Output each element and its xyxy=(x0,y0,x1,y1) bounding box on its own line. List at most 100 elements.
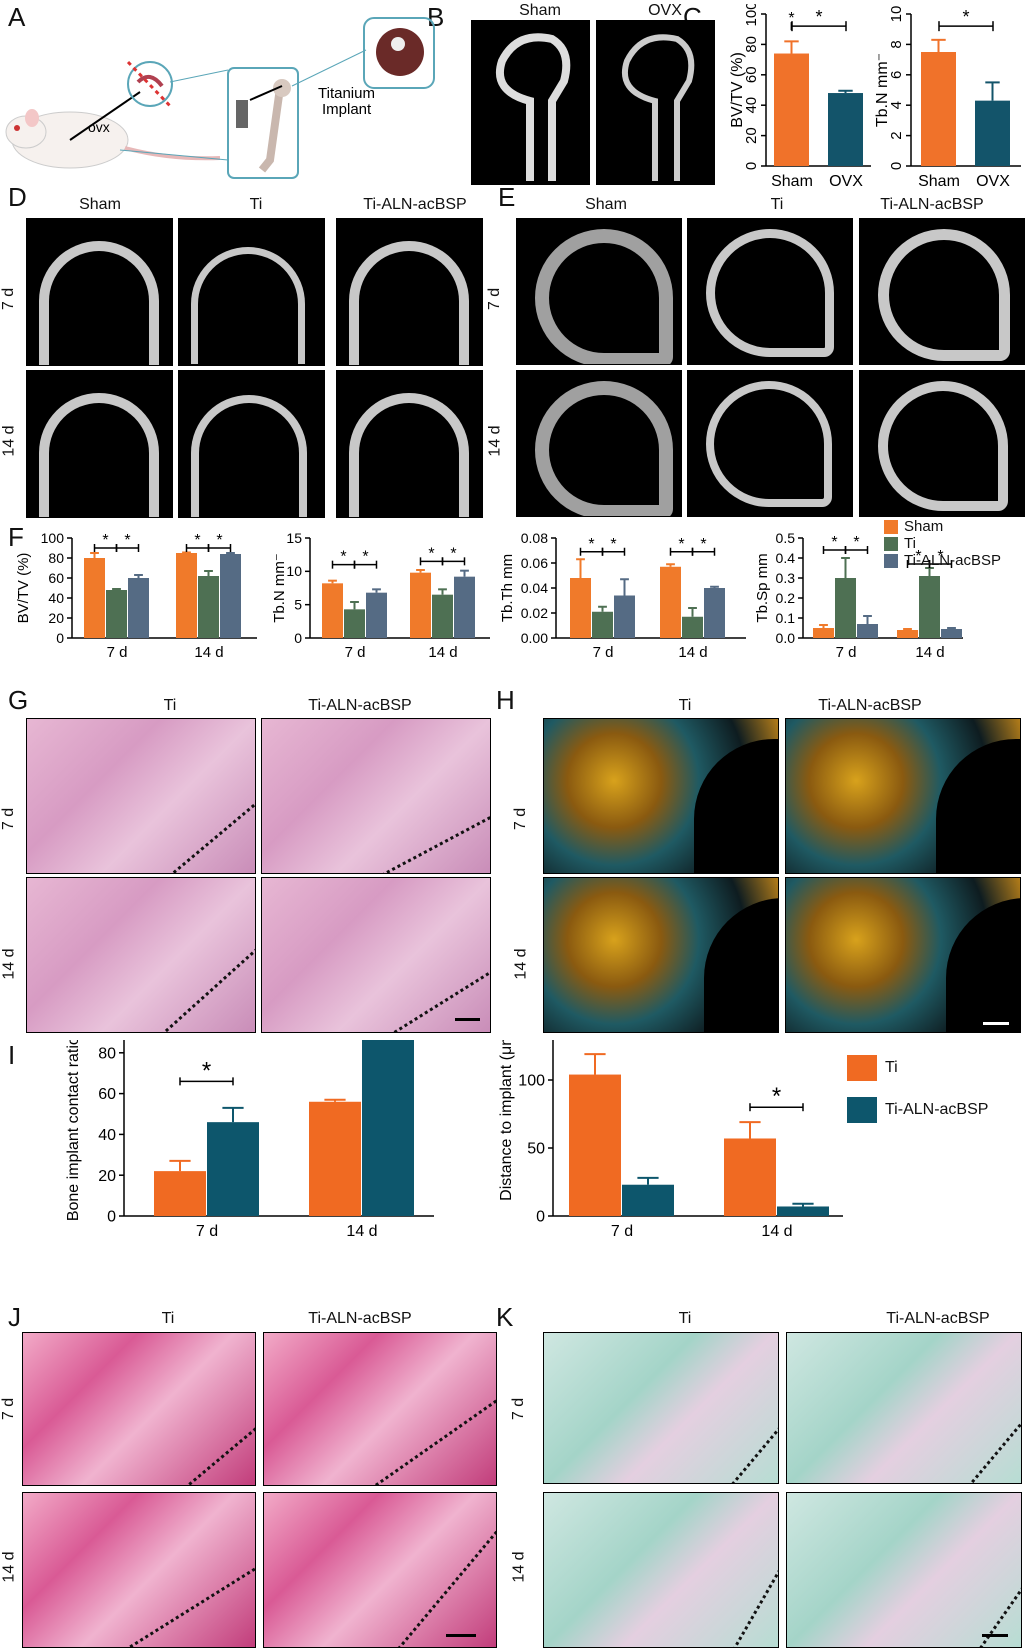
e-image-ti-14d xyxy=(687,370,853,517)
panel-label-g: G xyxy=(8,685,29,715)
significance-star: * xyxy=(678,536,684,553)
significance-star: * xyxy=(700,536,706,553)
x-tick-label: 14 d xyxy=(678,644,707,661)
d-image-sham-7d xyxy=(26,218,173,366)
x-tick-label: 14 d xyxy=(346,1223,377,1240)
significance-star: * xyxy=(588,536,594,553)
y-tick-label: 0.04 xyxy=(521,580,548,596)
significance-star: * xyxy=(362,549,368,566)
h-image-ti-7d xyxy=(543,718,779,874)
legend-swatch-sham xyxy=(884,519,898,534)
legend-swatch-ti xyxy=(884,536,898,551)
bar-ti-aln-acbsp-0 xyxy=(207,1122,259,1216)
implant-title: Titanium xyxy=(318,85,375,102)
y-tick-label: 40 xyxy=(98,1127,116,1144)
y-tick-label: 0 xyxy=(56,630,64,646)
j-col-ti: Ti xyxy=(161,1310,175,1327)
y-tick-label: 80 xyxy=(743,36,760,53)
ovx-label: ovx xyxy=(88,119,110,135)
y-tick-label: 0.5 xyxy=(776,530,796,546)
i-legend: Ti Ti-ALN-acBSP xyxy=(847,1055,988,1123)
g-col-ti: Ti xyxy=(163,697,177,714)
significance-star: * xyxy=(915,548,921,565)
i-legend-label-aln: Ti-ALN-acBSP xyxy=(885,1101,989,1118)
bar-ti-1 xyxy=(432,594,453,638)
legend-swatch-aln xyxy=(884,553,898,568)
d-image-aln-14d xyxy=(336,370,483,518)
significance-star: * xyxy=(428,545,434,562)
d-image-aln-7d xyxy=(336,218,483,366)
bar-ti-aln-acbsp-0 xyxy=(622,1184,674,1216)
j-col-aln: Ti-ALN-acBSP xyxy=(308,1310,412,1327)
surgery-schematic: ovx Titanium Implant xyxy=(5,17,435,179)
bar-ti-0 xyxy=(835,578,856,638)
y-tick-label: 0.0 xyxy=(776,630,796,646)
bar-ti-aln-acbsp-1 xyxy=(220,554,241,638)
d-col-sham: Sham xyxy=(79,196,121,213)
y-tick-label: 10 xyxy=(286,563,302,579)
e-image-sham-14d xyxy=(516,370,682,517)
k-image-aln-7d xyxy=(786,1332,1022,1484)
k-image-ti-14d xyxy=(543,1492,779,1648)
x-tick-label: 7 d xyxy=(345,644,366,661)
b-col-sham: Sham xyxy=(519,2,561,19)
j-image-ti-7d xyxy=(22,1332,256,1486)
bar-ti-aln-acbsp-1 xyxy=(454,576,475,638)
b-col-ovx: OVX xyxy=(648,2,682,19)
y-tick-label: 0 xyxy=(888,162,905,170)
panel-label-a: A xyxy=(8,2,26,32)
y-tick-label: 0.00 xyxy=(521,630,548,646)
bar-sham-1 xyxy=(176,553,197,638)
legend-label-aln: Ti-ALN-acBSP xyxy=(904,552,1001,569)
y-tick-label: 6 xyxy=(888,71,905,79)
y-tick-label: 60 xyxy=(98,1086,116,1103)
y-tick-label: 2 xyxy=(888,131,905,139)
significance-star: * xyxy=(124,532,130,549)
h-row-14d: 14 d xyxy=(512,948,530,980)
y-axis-label: Tb.N mm⁻ xyxy=(271,553,288,623)
legend-label-sham: Sham xyxy=(904,518,944,535)
implant-sub: Implant xyxy=(322,101,372,118)
bar-sham-0 xyxy=(570,578,591,638)
significance-star: * xyxy=(853,534,859,551)
y-tick-label: 20 xyxy=(743,127,760,144)
y-tick-label: 0.08 xyxy=(521,530,548,546)
significance-star: * xyxy=(962,7,969,27)
bar-ti-1 xyxy=(682,616,703,638)
y-tick-label: 0.02 xyxy=(521,605,548,621)
x-tick-label: 14 d xyxy=(428,644,457,661)
bar-ti-1 xyxy=(198,576,219,638)
g-image-ti-14d xyxy=(26,877,256,1033)
bar-ti-aln-acbsp-1 xyxy=(704,588,725,638)
x-tick-label: 14 d xyxy=(194,644,223,661)
bar-ti-1 xyxy=(724,1138,776,1216)
y-tick-label: 5 xyxy=(294,597,302,613)
chart-f-tbth: 0.00 0.02 0.04 0.06 0.08 Tb.Th mm 7 d 14 d * * * * xyxy=(500,530,746,661)
bar-sham-0 xyxy=(813,628,834,638)
significance-star: * xyxy=(194,532,200,549)
y-tick-label: 0 xyxy=(294,630,302,646)
f-legend: Sham Ti Ti-ALN-acBSP xyxy=(884,518,1001,569)
d-row-14d: 14 d xyxy=(0,425,18,457)
y-tick-label: 100 xyxy=(41,530,65,546)
x-tick-label: Sham xyxy=(771,173,813,190)
g-image-aln-7d xyxy=(261,718,491,874)
significance-star: * xyxy=(102,532,108,549)
panel-label-e: E xyxy=(498,182,516,212)
significance-star: * xyxy=(610,536,616,553)
bar-sham-0 xyxy=(774,53,809,166)
y-tick-label: 20 xyxy=(98,1168,116,1185)
y-tick-label: 0 xyxy=(743,162,760,170)
y-tick-label: 100 xyxy=(743,4,760,27)
y-tick-label: 60 xyxy=(48,570,64,586)
j-scale-bar xyxy=(446,1634,476,1637)
bar-ovx-1 xyxy=(828,93,863,166)
d-col-ti: Ti xyxy=(249,196,263,213)
d-row-7d: 7 d xyxy=(0,287,18,311)
x-tick-label: 7 d xyxy=(196,1223,218,1240)
bar-ti-aln-acbsp-0 xyxy=(128,578,149,638)
e-col-ti: Ti xyxy=(770,196,784,213)
x-tick-label: 7 d xyxy=(836,644,857,661)
y-tick-label: 0.4 xyxy=(776,550,796,566)
significance-star: * xyxy=(216,532,222,549)
